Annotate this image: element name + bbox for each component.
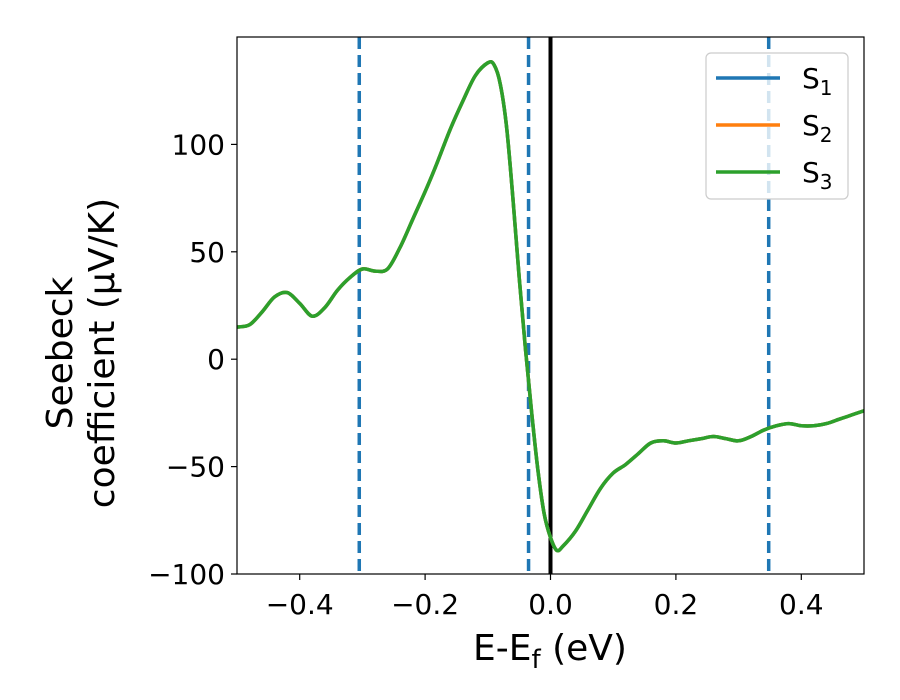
x-tick-label: −0.2 bbox=[391, 588, 459, 621]
series-line-s3 bbox=[237, 59, 864, 553]
x-tick-label: 0.4 bbox=[779, 588, 824, 621]
legend: S1 S2 S3 bbox=[705, 52, 849, 200]
y-axis-ticks: −100 −50 0 50 100 bbox=[148, 128, 237, 591]
y-axis-label-line2: coefficient (μV/K) bbox=[82, 198, 123, 508]
y-tick-label: −50 bbox=[166, 451, 225, 484]
y-axis-label: Seebeck coefficient (μV/K) bbox=[40, 198, 123, 508]
y-axis-label-line1: Seebeck bbox=[40, 276, 81, 429]
y-tick-label: 0 bbox=[207, 343, 225, 376]
x-axis-label: E-Ef (eV) bbox=[473, 628, 627, 675]
x-axis-ticks: −0.4 −0.2 0.0 0.2 0.4 bbox=[266, 574, 824, 621]
x-tick-label: −0.4 bbox=[266, 588, 334, 621]
y-tick-label: −100 bbox=[148, 558, 225, 591]
legend-label-s2: S2 bbox=[802, 109, 833, 147]
legend-label-s3: S3 bbox=[802, 156, 833, 194]
y-tick-label: 50 bbox=[189, 236, 225, 269]
y-tick-label: 100 bbox=[172, 128, 225, 161]
x-tick-label: 0.0 bbox=[528, 588, 573, 621]
x-tick-label: 0.2 bbox=[654, 588, 699, 621]
legend-label-s1: S1 bbox=[802, 62, 833, 100]
